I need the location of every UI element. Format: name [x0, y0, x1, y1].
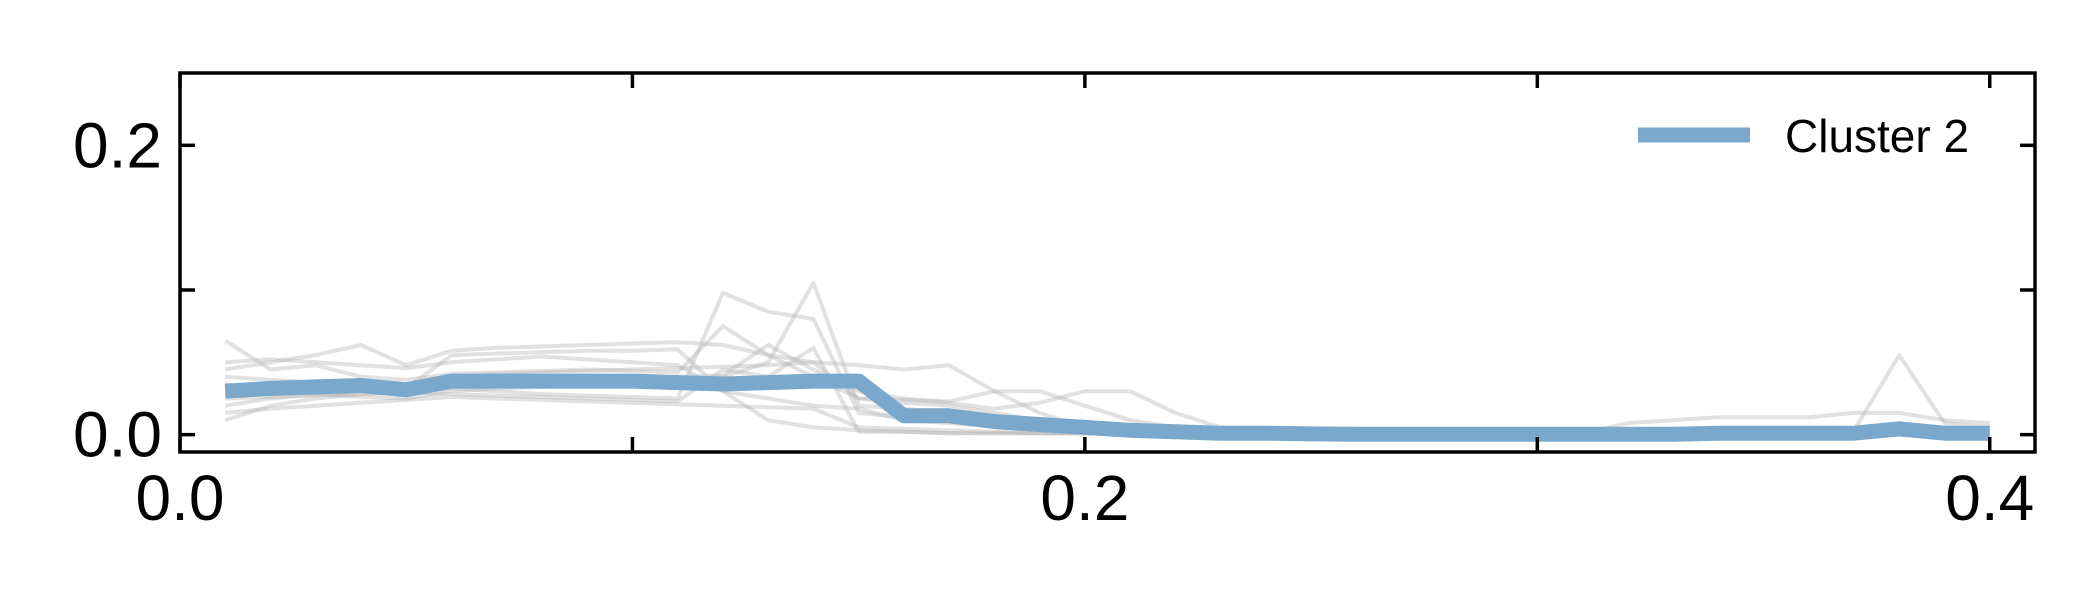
y-tick-label: 0.0 — [73, 399, 162, 471]
x-tick-label: 0.2 — [1040, 462, 1129, 534]
legend-label-cluster-2: Cluster 2 — [1785, 110, 1969, 162]
axis-tick-labels: 0.0 0.2 0.4 0.0 0.2 — [73, 109, 2034, 534]
plot-frame — [178, 71, 2037, 454]
x-tick-label: 0.0 — [136, 462, 225, 534]
series-line-cluster-2 — [224, 373, 1990, 442]
highlighted-series-group — [224, 373, 1990, 442]
background-series-group — [224, 280, 1990, 436]
y-tick-label: 0.2 — [73, 109, 162, 181]
x-tick-label: 0.4 — [1945, 462, 2034, 534]
axis-ticks — [178, 73, 2035, 452]
legend: Cluster 2 — [1638, 110, 1969, 162]
